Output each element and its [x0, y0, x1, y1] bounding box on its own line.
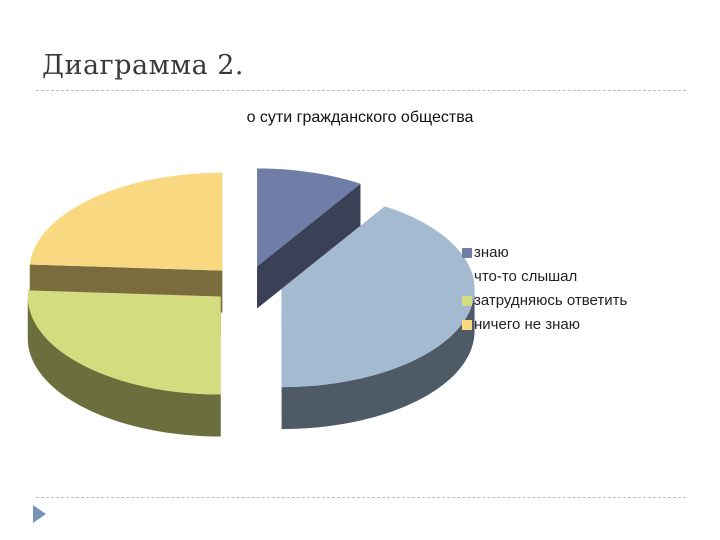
triangle-arrow-icon[interactable] — [33, 505, 46, 523]
slice-wall-знаю-1 — [257, 183, 361, 309]
legend-item-знаю: знаю — [462, 241, 627, 265]
legend-label: что-то слышал — [474, 268, 578, 285]
bottom-divider — [36, 497, 686, 498]
legend-item-ничего-не-знаю: ничего не знаю — [462, 313, 627, 337]
legend-swatch — [462, 320, 472, 330]
slice-side-что-то-слышал — [281, 289, 475, 430]
legend-item-что-то-слышал: что-то слышал — [462, 265, 627, 289]
pie-slice-что-то-слышал — [281, 206, 475, 430]
legend-label: знаю — [474, 244, 509, 261]
top-divider — [36, 90, 686, 91]
pie-slice-затрудняюсь-ответить — [27, 290, 221, 437]
slice-top-затрудняюсь-ответить — [27, 290, 221, 395]
legend-swatch — [462, 272, 472, 282]
chart-title: о сути гражданского общества — [246, 109, 474, 126]
legend-label: ничего не знаю — [474, 316, 581, 333]
legend-label: затрудняюсь ответить — [474, 292, 628, 309]
slide-title: Диаграмма 2. — [42, 50, 245, 81]
chart-legend: знаю что-то слышал затрудняюсь ответить нич… — [462, 241, 627, 337]
pie-slice-знаю — [257, 168, 361, 309]
legend-item-затрудняюсь-ответить: затрудняюсь ответить — [462, 289, 627, 313]
legend-swatch — [462, 248, 472, 258]
slice-side-затрудняюсь-ответить — [27, 296, 221, 437]
slice-top-знаю — [257, 168, 361, 267]
slice-top-что-то-слышал — [281, 206, 475, 388]
legend-swatch — [462, 296, 472, 306]
slice-top-ничего-не-знаю — [29, 172, 223, 271]
